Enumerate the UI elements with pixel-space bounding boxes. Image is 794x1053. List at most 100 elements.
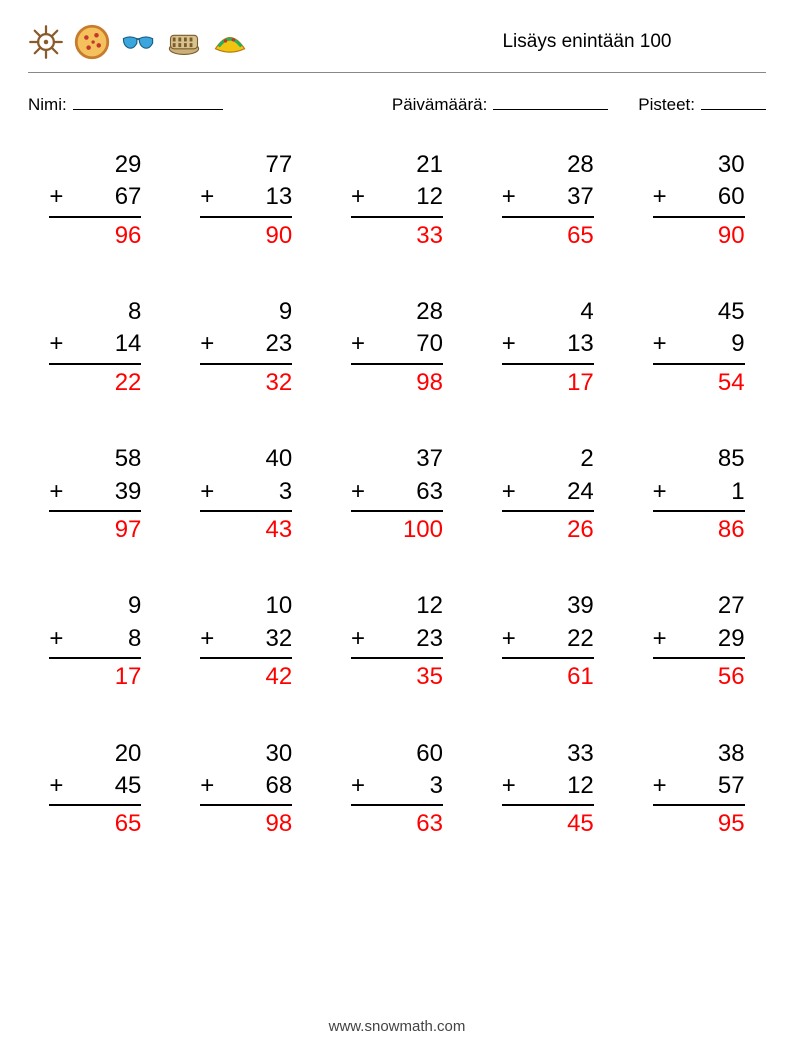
operand-b: 23 [369, 623, 443, 655]
pizza-icon [74, 24, 110, 60]
operand-b-line: + 9 [653, 328, 745, 364]
operand-b-line: +13 [200, 181, 292, 217]
answer: 90 [200, 218, 292, 252]
operand-b-line: +13 [502, 328, 594, 364]
answer: 17 [49, 659, 141, 693]
problem: 28+7098 [351, 296, 443, 399]
name-blank[interactable] [73, 91, 223, 110]
plus-sign: + [351, 328, 369, 360]
operand-b: 14 [67, 328, 141, 360]
answer: 97 [49, 512, 141, 546]
answer: 26 [502, 512, 594, 546]
operand-b-line: +60 [653, 181, 745, 217]
operand-b-line: +12 [351, 181, 443, 217]
problem: 40+ 343 [200, 443, 292, 546]
score-blank[interactable] [701, 91, 766, 110]
operand-a: 28 [351, 296, 443, 328]
operand-b: 23 [218, 328, 292, 360]
worksheet-page: Lisäys enintään 100 Nimi: Päivämäärä: Pi… [0, 0, 794, 1053]
plus-sign: + [653, 770, 671, 802]
plus-sign: + [653, 623, 671, 655]
operand-b: 12 [369, 181, 443, 213]
operand-b: 22 [520, 623, 594, 655]
operand-b-line: +23 [351, 623, 443, 659]
plus-sign: + [200, 623, 218, 655]
answer: 43 [200, 512, 292, 546]
operand-a: 85 [653, 443, 745, 475]
name-label: Nimi: [28, 95, 67, 115]
operand-a: 9 [49, 590, 141, 622]
operand-b-line: +12 [502, 770, 594, 806]
answer: 54 [653, 365, 745, 399]
operand-a: 9 [200, 296, 292, 328]
problem: 33+1245 [502, 738, 594, 841]
problem: 8+1422 [49, 296, 141, 399]
problem: 20+4565 [49, 738, 141, 841]
operand-a: 37 [351, 443, 443, 475]
operand-a: 8 [49, 296, 141, 328]
plus-sign: + [49, 770, 67, 802]
operand-b: 9 [671, 328, 745, 360]
operand-b-line: +39 [49, 476, 141, 512]
operand-b-line: +23 [200, 328, 292, 364]
operand-a: 4 [502, 296, 594, 328]
footer-url: www.snowmath.com [0, 1018, 794, 1035]
problem: 21+1233 [351, 149, 443, 252]
answer: 63 [351, 806, 443, 840]
operand-b: 63 [369, 476, 443, 508]
plus-sign: + [502, 770, 520, 802]
answer: 35 [351, 659, 443, 693]
problem: 2+2426 [502, 443, 594, 546]
ship-wheel-icon [28, 24, 64, 60]
operand-a: 27 [653, 590, 745, 622]
problem: 9+ 817 [49, 590, 141, 693]
operand-b: 60 [671, 181, 745, 213]
problems-grid: 29+679677+139021+123328+376530+6090 8+14… [28, 149, 766, 841]
operand-a: 20 [49, 738, 141, 770]
answer: 65 [502, 218, 594, 252]
operand-b: 37 [520, 181, 594, 213]
plus-sign: + [49, 328, 67, 360]
operand-b-line: + 1 [653, 476, 745, 512]
operand-b-line: +67 [49, 181, 141, 217]
operand-a: 39 [502, 590, 594, 622]
operand-a: 29 [49, 149, 141, 181]
operand-b: 70 [369, 328, 443, 360]
answer: 65 [49, 806, 141, 840]
plus-sign: + [200, 476, 218, 508]
operand-b: 39 [67, 476, 141, 508]
operand-a: 38 [653, 738, 745, 770]
plus-sign: + [502, 623, 520, 655]
colosseum-icon [166, 24, 202, 60]
meta-row: Nimi: Päivämäärä: Pisteet: [28, 91, 766, 115]
score-label: Pisteet: [638, 95, 695, 115]
problem: 10+3242 [200, 590, 292, 693]
plus-sign: + [653, 328, 671, 360]
problem: 28+3765 [502, 149, 594, 252]
page-title: Lisäys enintään 100 [248, 31, 766, 53]
answer: 96 [49, 218, 141, 252]
answer: 100 [351, 512, 443, 546]
operand-a: 2 [502, 443, 594, 475]
plus-sign: + [502, 181, 520, 213]
plus-sign: + [49, 476, 67, 508]
date-blank[interactable] [493, 91, 608, 110]
operand-b: 68 [218, 770, 292, 802]
operand-b-line: + 3 [351, 770, 443, 806]
operand-b-line: +22 [502, 623, 594, 659]
plus-sign: + [49, 623, 67, 655]
operand-b-line: +45 [49, 770, 141, 806]
operand-a: 28 [502, 149, 594, 181]
problem: 29+6796 [49, 149, 141, 252]
operand-b: 45 [67, 770, 141, 802]
operand-b-line: +29 [653, 623, 745, 659]
operand-b-line: +70 [351, 328, 443, 364]
answer: 45 [502, 806, 594, 840]
operand-b: 67 [67, 181, 141, 213]
operand-a: 58 [49, 443, 141, 475]
operand-b-line: +68 [200, 770, 292, 806]
problem: 77+1390 [200, 149, 292, 252]
operand-b-line: +37 [502, 181, 594, 217]
problem: 60+ 363 [351, 738, 443, 841]
problem: 37+63100 [351, 443, 443, 546]
